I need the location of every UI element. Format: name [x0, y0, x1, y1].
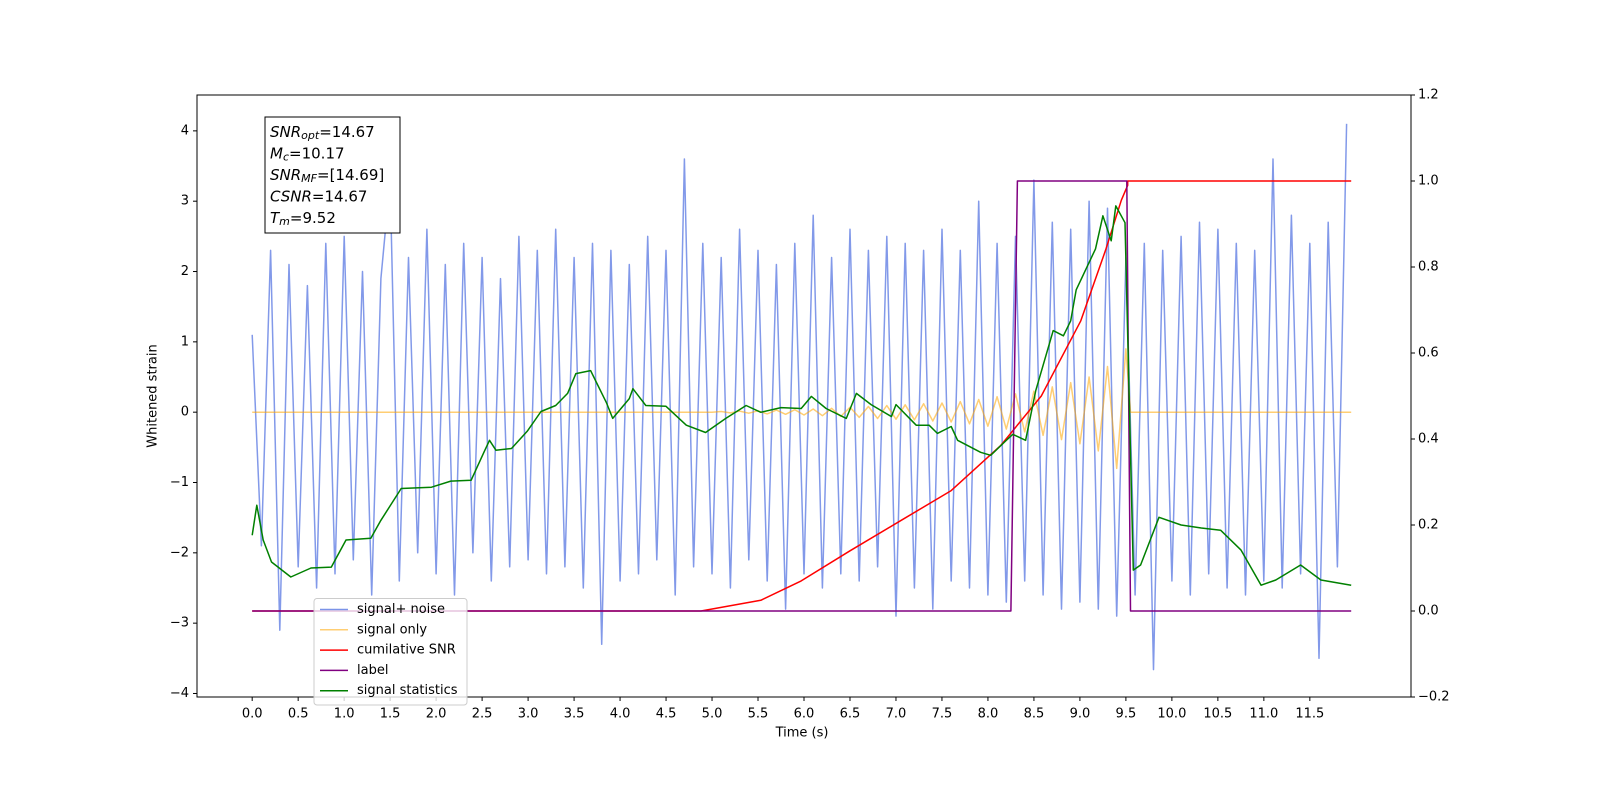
annotation-subscript: MF — [301, 172, 317, 185]
x-tick-label: 8.0 — [978, 707, 999, 722]
annotation-value: =9.52 — [290, 209, 336, 227]
y2-tick-label: 0.0 — [1418, 604, 1439, 619]
x-tick-label: 10.0 — [1157, 707, 1186, 722]
legend: signal+ noise signal only cumilative SNR la… — [313, 598, 468, 706]
y2-tick-label: 0.2 — [1418, 518, 1439, 533]
x-tick-label: 5.0 — [702, 707, 723, 722]
x-tick-label: 0.5 — [288, 707, 309, 722]
y-tick-label: −3 — [170, 616, 189, 631]
legend-label: signal+ noise — [357, 602, 445, 617]
x-tick-label: 2.0 — [426, 707, 447, 722]
axes: 0.0 0.5 1.0 1.5 2.0 2.5 3.0 3.5 4.0 4.5 5.0 5.5 6.0 6… — [170, 88, 1450, 722]
y-tick-label: 1 — [181, 334, 189, 349]
x-tick-label: 11.0 — [1249, 707, 1278, 722]
series-line — [252, 180, 1352, 612]
annotation-symbol: SNR — [270, 123, 301, 141]
x-tick-label: 7.0 — [886, 707, 907, 722]
y-tick-label: −2 — [170, 545, 189, 560]
legend-frame — [313, 598, 468, 706]
x-tick-label: 6.5 — [840, 707, 861, 722]
series-line — [251, 205, 1352, 586]
annotation-line: SNRMF=[14.69] — [270, 166, 384, 186]
plot-area — [251, 123, 1352, 671]
annotation-box: SNRopt=14.67Mc=10.17SNRMF=[14.69]CSNR=14… — [264, 116, 401, 234]
x-tick-label: 5.5 — [748, 707, 769, 722]
x-tick-label: 7.5 — [932, 707, 953, 722]
x-tick-label: 4.0 — [610, 707, 631, 722]
x-tick-label: 1.5 — [380, 707, 401, 722]
x-tick-label: 3.5 — [564, 707, 585, 722]
y-tick-label: 3 — [181, 194, 189, 209]
y-axis-label: Whitened strain — [146, 344, 161, 447]
series-line — [252, 348, 1352, 470]
y-tick-label: −1 — [170, 475, 189, 490]
y-tick-label: 2 — [181, 264, 189, 279]
y2-tick-label: 1.2 — [1418, 88, 1439, 103]
annotation-symbol: CSNR — [270, 187, 312, 205]
x-tick-label: 6.0 — [794, 707, 815, 722]
y2-tick-label: −0.2 — [1418, 690, 1450, 705]
annotation-line: SNRopt=14.67 — [270, 123, 375, 143]
y2-tick-label: 0.6 — [1418, 346, 1439, 361]
x-tick-label: 1.0 — [334, 707, 355, 722]
y-tick-label: 0 — [181, 405, 189, 420]
y2-tick-label: 0.4 — [1418, 432, 1439, 447]
x-tick-label: 4.5 — [656, 707, 677, 722]
y2-tick-label: 0.8 — [1418, 260, 1439, 275]
x-axis-label: Time (s) — [775, 726, 829, 741]
annotation-symbol: SNR — [270, 166, 301, 184]
x-tick-label: 10.5 — [1203, 707, 1232, 722]
x-tick-label: 11.5 — [1295, 707, 1324, 722]
legend-label: signal statistics — [357, 683, 458, 698]
series-line — [251, 123, 1348, 671]
annotation-subscript: c — [283, 151, 289, 164]
annotation-symbol: M — [270, 144, 283, 162]
x-tick-label: 2.5 — [472, 707, 493, 722]
annotation-value: =10.17 — [289, 144, 345, 162]
annotation-value: =14.67 — [312, 187, 368, 205]
annotation-value: =14.67 — [319, 123, 375, 141]
legend-label: label — [357, 663, 388, 678]
x-tick-label: 9.5 — [1116, 707, 1137, 722]
x-tick-label: 0.0 — [242, 707, 263, 722]
annotation-line: Mc=10.17 — [270, 144, 345, 164]
x-tick-label: 9.0 — [1070, 707, 1091, 722]
legend-label: cumilative SNR — [357, 643, 456, 658]
annotation-value: =[14.69] — [317, 166, 384, 184]
x-tick-label: 3.0 — [518, 707, 539, 722]
annotation-line: Tm=9.52 — [270, 209, 336, 229]
y-tick-label: 4 — [181, 123, 189, 138]
annotation-frame — [264, 116, 401, 234]
annotation-symbol: T — [270, 209, 281, 227]
annotation-subscript: m — [279, 215, 290, 228]
x-tick-label: 8.5 — [1024, 707, 1045, 722]
y2-tick-label: 1.0 — [1418, 174, 1439, 189]
legend-label: signal only — [357, 622, 427, 637]
y-tick-label: −4 — [170, 686, 189, 701]
annotation-line: CSNR=14.67 — [270, 187, 367, 205]
annotation-subscript: opt — [301, 129, 320, 142]
